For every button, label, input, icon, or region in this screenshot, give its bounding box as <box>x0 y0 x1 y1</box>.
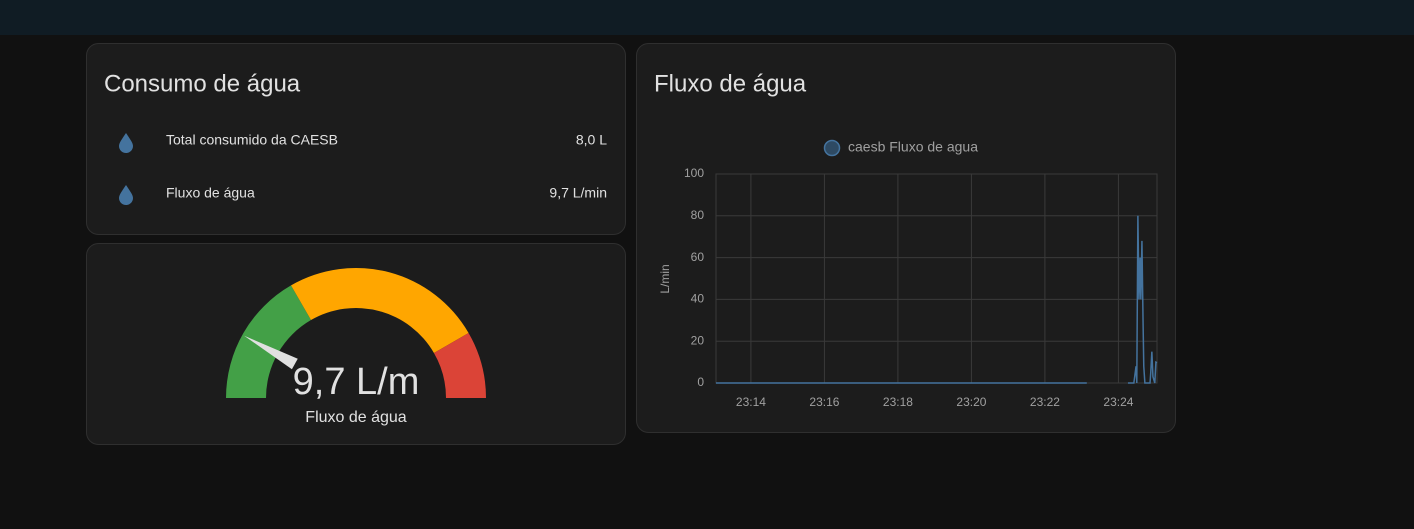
history-chart: 0 20 40 60 80 100 23:14 23:16 23:18 23:20 23:22 23:… <box>658 139 1158 409</box>
y-tick-label: 100 <box>684 166 704 180</box>
gauge-needle <box>244 335 298 370</box>
x-tick-label: 23:24 <box>1103 395 1133 409</box>
gauge-value: 9,7 L/m <box>293 361 420 403</box>
y-tick-label: 20 <box>691 333 705 347</box>
x-tick-label: 23:20 <box>956 395 986 409</box>
gauge-segment <box>433 333 486 398</box>
entity-name[interactable]: Total consumido da CAESB <box>166 132 338 148</box>
entity-name[interactable]: Fluxo de água <box>166 185 255 201</box>
x-tick-label: 23:14 <box>736 395 766 409</box>
y-tick-label: 0 <box>697 375 704 389</box>
entity-state[interactable]: 9,7 L/min <box>549 185 607 201</box>
y-tick-label: 80 <box>691 208 705 222</box>
series-line <box>716 215 1158 384</box>
entity-state[interactable]: 8,0 L <box>576 132 607 148</box>
water-icon <box>119 185 133 205</box>
y-tick-label: 60 <box>691 250 705 264</box>
water-icon <box>119 133 133 153</box>
y-axis-label: L/min <box>658 264 672 293</box>
gauge-segment <box>226 285 311 398</box>
gauge-card <box>86 243 626 445</box>
y-tick-label: 40 <box>691 292 705 306</box>
legend-label: caesb Fluxo de agua <box>848 139 978 155</box>
history-card <box>636 43 1176 433</box>
x-tick-label: 23:22 <box>1030 395 1060 409</box>
gauge-name: Fluxo de água <box>305 409 407 426</box>
x-tick-label: 23:18 <box>883 395 913 409</box>
x-tick-label: 23:16 <box>809 395 839 409</box>
gauge <box>226 267 486 398</box>
legend-marker <box>823 139 841 157</box>
gauge-segment <box>291 267 469 353</box>
card-title: Consumo de água <box>104 70 301 97</box>
top-bar <box>0 0 1414 35</box>
card-title: Fluxo de água <box>654 70 807 97</box>
entities-card <box>86 43 626 235</box>
